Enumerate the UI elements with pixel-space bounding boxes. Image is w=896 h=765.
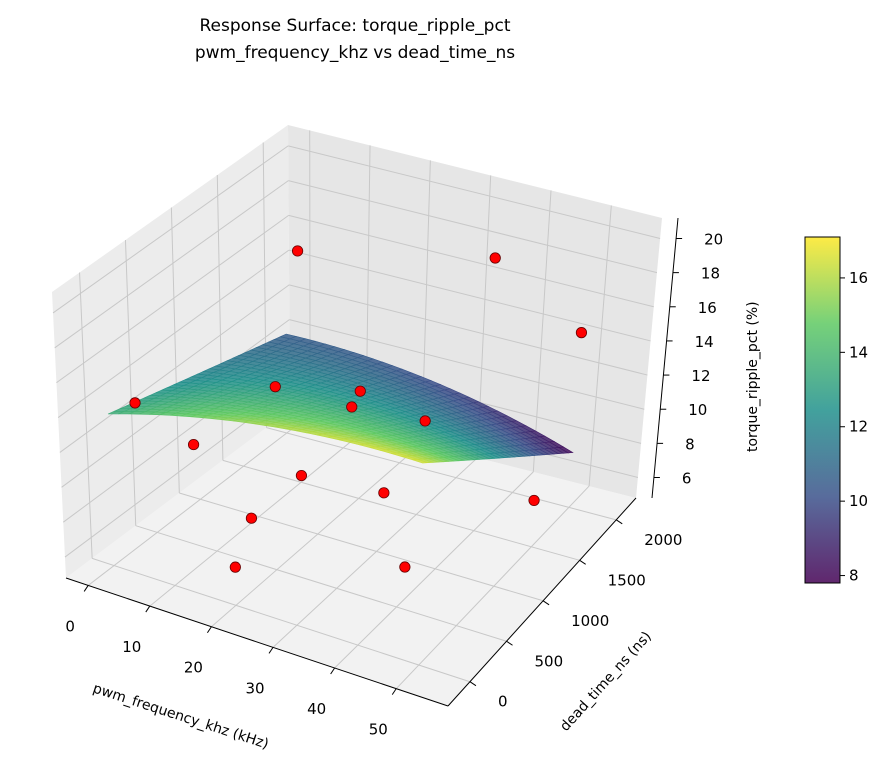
data-point xyxy=(419,415,431,427)
x-tick-label: 50 xyxy=(369,721,388,739)
data-point xyxy=(346,401,358,413)
data-point xyxy=(575,327,588,339)
data-point xyxy=(229,561,241,573)
chart-title: Response Surface: torque_ripple_pct xyxy=(199,16,510,36)
x-grid-line xyxy=(588,205,612,487)
x-tick-mark xyxy=(145,605,151,613)
z-grid-line xyxy=(288,214,654,308)
x-grid-line xyxy=(334,471,534,669)
data-point xyxy=(354,385,366,397)
y-axis-line xyxy=(447,497,637,707)
data-point xyxy=(378,487,390,499)
colorbar-tick-label: 12 xyxy=(849,418,868,436)
z-tick-label: 8 xyxy=(685,435,695,453)
surface-patch xyxy=(412,459,429,464)
x-tick-mark xyxy=(391,688,397,695)
left-pane xyxy=(52,125,290,578)
axes: 0102030405005001000150020006810121416182… xyxy=(65,217,723,739)
floor-pane xyxy=(66,410,636,706)
x-tick-mark xyxy=(206,626,212,633)
axis-panes xyxy=(52,125,662,706)
z-grid-line xyxy=(59,284,290,453)
data-point xyxy=(269,381,281,393)
y-tick-mark xyxy=(542,600,550,606)
data-point xyxy=(245,512,258,524)
y-tick-label: 1000 xyxy=(571,612,609,630)
colorbar-tick-label: 10 xyxy=(849,492,868,510)
y-tick-label: 0 xyxy=(498,693,508,711)
x-grid-line xyxy=(87,414,311,586)
y-grid-line xyxy=(222,459,580,561)
x-grid-line xyxy=(211,443,423,628)
data-point xyxy=(295,469,308,482)
x-tick-label: 10 xyxy=(122,638,141,656)
z-grid-line xyxy=(57,249,290,418)
z-axis-label: torque_ripple_pct (%) xyxy=(745,301,761,452)
z-grid-line xyxy=(52,145,289,314)
x-grid-line xyxy=(532,190,552,472)
colorbar-tick-label: 14 xyxy=(849,343,868,361)
x-tick-label: 40 xyxy=(307,700,326,718)
z-tick-label: 20 xyxy=(704,230,723,248)
data-point xyxy=(399,561,411,573)
z-grid-line xyxy=(288,249,651,342)
z-grid-line xyxy=(288,284,648,376)
colorbar-tick-label: 8 xyxy=(849,567,859,585)
z-grid-line xyxy=(289,319,645,410)
y-grid-line xyxy=(91,557,471,683)
y-tick-label: 1500 xyxy=(608,571,646,589)
data-point xyxy=(489,252,501,264)
z-grid-line xyxy=(288,180,658,274)
y-grid-line xyxy=(266,427,617,521)
y-tick-label: 500 xyxy=(535,652,564,670)
colorbar-gradient xyxy=(804,236,841,584)
surface xyxy=(107,333,574,464)
x-tick-label: 20 xyxy=(184,659,203,677)
x-tick-label: 0 xyxy=(65,617,75,635)
x-tick-mark xyxy=(330,667,336,675)
y-tick-mark xyxy=(615,519,623,525)
x-tick-mark xyxy=(268,647,274,654)
x-grid-line xyxy=(395,485,590,690)
y-tick-mark xyxy=(469,681,477,687)
x-axis-line xyxy=(65,577,449,707)
z-grid-line xyxy=(288,145,661,239)
y-grid-line xyxy=(79,272,93,559)
z-tick-label: 12 xyxy=(691,367,710,385)
y-tick-label: 2000 xyxy=(644,531,682,549)
x-tick-mark xyxy=(83,585,89,592)
z-tick-label: 6 xyxy=(682,470,692,488)
data-point xyxy=(528,494,540,507)
z-grid-line xyxy=(54,180,289,349)
y-grid-line xyxy=(135,525,507,642)
scatter-points xyxy=(129,245,588,573)
y-axis-label: dead_time_ns (ns) xyxy=(557,629,655,735)
y-grid-line xyxy=(179,492,544,602)
z-tick-label: 18 xyxy=(701,265,720,283)
y-tick-mark xyxy=(579,559,586,565)
z-tick-label: 16 xyxy=(698,299,717,317)
z-tick-label: 14 xyxy=(695,333,714,351)
y-tick-mark xyxy=(506,640,513,646)
z-axis-line xyxy=(651,217,679,499)
x-grid-line xyxy=(149,428,367,607)
z-grid-line xyxy=(56,214,289,384)
z-tick-label: 10 xyxy=(688,401,707,419)
chart-subtitle: pwm_frequency_khz vs dead_time_ns xyxy=(195,43,515,63)
x-axis-label: pwm_frequency_khz (kHz) xyxy=(91,681,271,753)
y-grid-line xyxy=(170,207,180,494)
x-grid-line xyxy=(272,457,478,648)
data-point xyxy=(291,245,304,257)
colorbar: 8 10 12 14 16 xyxy=(804,236,868,585)
y-grid-line xyxy=(124,239,137,526)
x-tick-label: 30 xyxy=(245,679,264,697)
colorbar-tick-label: 16 xyxy=(849,269,868,287)
data-point xyxy=(129,397,141,409)
data-point xyxy=(187,438,200,451)
